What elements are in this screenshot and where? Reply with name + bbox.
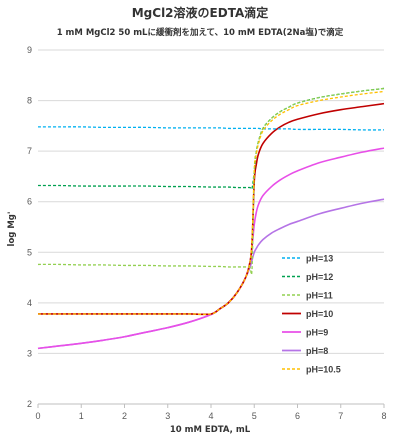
y-tick-label: 7 bbox=[27, 146, 32, 156]
y-tick-label: 9 bbox=[27, 45, 32, 55]
grid-layer bbox=[37, 49, 385, 408]
series-layer bbox=[37, 87, 385, 350]
legend-label: pH=13 bbox=[306, 254, 333, 264]
y-tick-label: 2 bbox=[27, 399, 32, 409]
x-tick-label: 6 bbox=[295, 411, 300, 421]
x-tick-label: 5 bbox=[252, 411, 257, 421]
legend-label: pH=12 bbox=[306, 272, 333, 282]
legend-label: pH=8 bbox=[306, 346, 328, 356]
series-line-ph-10-5 bbox=[37, 90, 385, 316]
y-tick-label: 8 bbox=[27, 96, 32, 106]
legend-label: pH=11 bbox=[306, 291, 333, 301]
x-tick-label: 2 bbox=[122, 411, 127, 421]
series-line-ph-11 bbox=[37, 87, 385, 276]
x-tick-label: 8 bbox=[381, 411, 386, 421]
x-tick-label: 1 bbox=[79, 411, 84, 421]
x-axis-label: 10 mM EDTA, mL bbox=[170, 425, 251, 435]
legend-label: pH=10 bbox=[306, 309, 333, 319]
tick-layer: 2 3 4 5 6 7 8 9 0 1 2 3 4 5 6 7 8 bbox=[27, 45, 387, 421]
series-line-ph-10 bbox=[37, 102, 385, 316]
series-line-ph-13 bbox=[38, 126, 385, 131]
x-tick-label: 4 bbox=[208, 411, 213, 421]
x-tick-label: 3 bbox=[165, 411, 170, 421]
y-tick-label: 4 bbox=[27, 298, 32, 308]
chart-subtitle: 1 mM MgCl2 50 mLに緩衝剤を加えて、10 mM EDTA(2Na塩… bbox=[57, 27, 344, 38]
legend-label: pH=9 bbox=[306, 328, 328, 338]
y-tick-label: 3 bbox=[27, 348, 32, 358]
y-tick-label: 5 bbox=[27, 247, 32, 257]
x-tick-label: 7 bbox=[338, 411, 343, 421]
x-tick-label: 0 bbox=[35, 411, 40, 421]
series-line-ph-12 bbox=[37, 87, 385, 190]
y-tick-label: 6 bbox=[27, 197, 32, 207]
legend: pH=13 pH=12 pH=11 pH=10 pH=9 pH=8 pH=10.5 bbox=[282, 254, 341, 375]
legend-label: pH=10.5 bbox=[306, 365, 341, 375]
y-axis-label: log Mg' bbox=[7, 212, 17, 247]
chart-title: MgCl2溶液のEDTA滴定 bbox=[132, 5, 269, 20]
